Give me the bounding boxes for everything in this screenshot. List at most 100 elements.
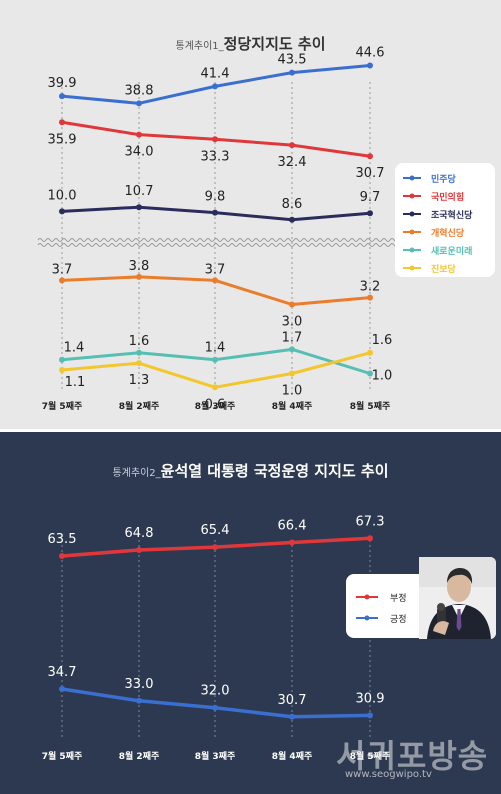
data-label-democratic: 41.4: [201, 66, 230, 81]
legend-dot-rebuilding-korea: [409, 211, 415, 217]
data-label-negative: 67.3: [356, 514, 385, 529]
data-label-democratic: 38.8: [125, 83, 154, 98]
legend-dot-positive: [364, 615, 370, 621]
x-tick-label: 8월 2째주: [119, 750, 160, 762]
data-label-positive: 32.0: [201, 684, 230, 699]
data-label-ppp: 30.7: [356, 166, 385, 181]
data-label-reform: 3.8: [129, 259, 150, 274]
data-label-positive: 33.0: [125, 677, 154, 692]
x-tick-label: 7월 5째주: [42, 750, 83, 762]
point-progressive: [367, 349, 373, 356]
legend-label-negative: 부정: [390, 593, 407, 604]
president-photo-illustration: [419, 557, 496, 639]
data-label-progressive: 1.3: [129, 373, 150, 388]
data-label-rebuilding-korea: 9.8: [205, 190, 226, 205]
top-x-tick-labels: 7월 5째주 8월 2째주 8월 3째주 8월 4째주 8월 5째주: [42, 400, 391, 412]
party-legend-box: [395, 163, 495, 277]
point-reform: [289, 301, 295, 308]
approval-title: 통계추이2_윤석열 대통령 국정운영 지지도 추이: [0, 460, 501, 481]
party-support-title-prefix: 통계추이1_: [175, 41, 224, 52]
point-democratic: [59, 93, 65, 100]
data-label-new-future: 1.7: [282, 330, 303, 345]
point-rebuilding-korea: [212, 209, 218, 216]
point-positive: [136, 697, 142, 704]
data-label-ppp: 34.0: [125, 145, 154, 160]
point-new-future: [212, 356, 218, 363]
point-positive: [212, 704, 218, 711]
point-ppp: [367, 153, 373, 160]
point-reform: [367, 294, 373, 301]
data-label-progressive: 1.6: [372, 333, 393, 348]
approval-title-text: 윤석열 대통령 국정운영 지지도 추이: [160, 462, 389, 480]
point-rebuilding-korea: [59, 208, 65, 215]
x-tick-label: 8월 3째주: [195, 400, 236, 412]
point-democratic: [367, 62, 373, 69]
data-label-rebuilding-korea: 10.7: [125, 184, 154, 199]
axis-break-line: [37, 238, 399, 242]
top-series-layer: [59, 62, 373, 391]
axis-break-marker: [37, 238, 399, 247]
data-label-democratic: 39.9: [48, 76, 77, 91]
data-label-reform: 3.0: [282, 315, 303, 330]
point-new-future: [367, 370, 373, 377]
legend-dot-reform: [409, 229, 415, 235]
data-label-positive: 30.9: [356, 691, 385, 706]
x-tick-label: 7월 5째주: [42, 400, 83, 412]
data-label-ppp: 35.9: [48, 132, 77, 147]
broadcaster-watermark: 서귀포방송: [336, 737, 489, 775]
legend-label-ppp: 국민의힘: [431, 191, 464, 203]
x-tick-label: 8월 4째주: [272, 400, 313, 412]
point-negative: [59, 553, 65, 559]
legend-dot-democratic: [409, 175, 415, 181]
data-label-rebuilding-korea: 8.6: [282, 197, 303, 212]
data-label-new-future: 1.4: [64, 341, 85, 356]
data-label-ppp: 32.4: [278, 155, 307, 170]
data-label-negative: 66.4: [278, 518, 307, 533]
point-negative: [289, 539, 295, 546]
axis-break-line: [37, 243, 399, 247]
data-label-negative: 65.4: [201, 523, 230, 538]
point-reform: [212, 277, 218, 284]
legend-label-reform: 개혁신당: [431, 227, 465, 239]
x-tick-label: 8월 3째주: [195, 750, 236, 762]
point-new-future: [59, 356, 65, 363]
point-negative: [136, 546, 142, 553]
approval-title-prefix: 통계추이2_: [112, 468, 161, 479]
point-democratic: [212, 83, 218, 90]
data-label-negative: 63.5: [48, 532, 77, 547]
legend-dot-progressive: [409, 265, 415, 271]
top-data-labels: 39.9 38.8 41.4 43.5 44.6 35.9 34.0 33.3 32.4 30.7…: [48, 45, 393, 412]
data-label-new-future: 1.6: [129, 334, 150, 349]
data-label-reform: 3.7: [205, 262, 226, 277]
point-new-future: [136, 349, 142, 356]
point-positive: [59, 686, 65, 692]
x-tick-label: 8월 4째주: [272, 750, 313, 762]
party-support-title: 통계추이1_정당지지도 추이: [0, 33, 501, 54]
point-negative: [367, 535, 373, 542]
x-tick-label: 8월 5째주: [350, 750, 391, 762]
point-progressive: [212, 384, 218, 391]
data-label-positive: 34.7: [48, 665, 77, 680]
data-label-ppp: 33.3: [201, 149, 230, 164]
point-ppp: [289, 142, 295, 149]
point-positive: [289, 713, 295, 720]
data-label-progressive: 1.0: [282, 384, 303, 399]
point-democratic: [136, 100, 142, 107]
bottom-data-labels: 63.5 64.8 65.4 66.4 67.3 34.7 33.0 32.0 30.7 30.9: [48, 514, 385, 707]
party-support-chart: 39.9 38.8 41.4 43.5 44.6 35.9 34.0 33.3 32.4 30.7…: [37, 45, 495, 412]
point-ppp: [59, 119, 65, 126]
president-photo: [419, 557, 496, 639]
legend-dot-negative: [364, 594, 370, 600]
point-progressive: [136, 360, 142, 367]
data-label-progressive: 0.6: [205, 397, 226, 412]
party-support-title-text: 정당지지도 추이: [223, 35, 326, 53]
data-label-negative: 64.8: [125, 526, 154, 541]
point-progressive: [59, 367, 65, 374]
point-progressive: [289, 370, 295, 377]
legend-label-new-future: 새로운미래: [431, 245, 472, 257]
x-tick-label: 8월 2째주: [119, 400, 160, 412]
point-democratic: [289, 69, 295, 76]
point-new-future: [289, 346, 295, 353]
